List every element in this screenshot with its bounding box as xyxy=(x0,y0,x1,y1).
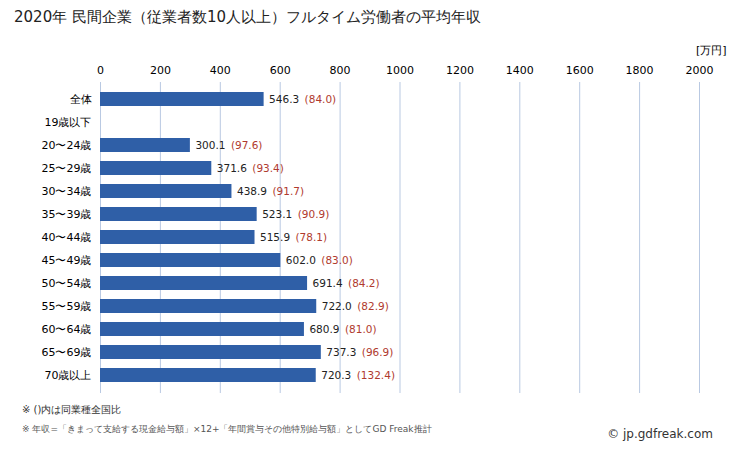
svg-text:60〜64歳: 60〜64歳 xyxy=(42,323,92,336)
svg-text:737.3: 737.3 xyxy=(326,346,356,358)
svg-text:(81.0): (81.0) xyxy=(345,323,377,335)
svg-text:(84.0): (84.0) xyxy=(305,93,337,105)
svg-text:25〜29歳: 25〜29歳 xyxy=(42,162,92,175)
svg-text:65〜69歳: 65〜69歳 xyxy=(42,346,92,359)
html-text:© jp.gdfreak.com: © jp.gdfreak.com xyxy=(607,427,713,441)
svg-text:720.3: 720.3 xyxy=(321,369,351,381)
svg-text:(97.6): (97.6) xyxy=(231,139,263,151)
svg-text:(132.4): (132.4) xyxy=(357,369,395,381)
svg-text:1400: 1400 xyxy=(506,64,534,77)
svg-text:2000: 2000 xyxy=(686,64,714,77)
svg-text:680.9: 680.9 xyxy=(309,323,339,335)
svg-text:438.9: 438.9 xyxy=(237,185,267,197)
svg-text:50〜54歳: 50〜54歳 xyxy=(42,277,92,290)
svg-text:523.1: 523.1 xyxy=(262,208,292,220)
html-text:※ ()内は同業種全国比: ※ ()内は同業種全国比 xyxy=(22,404,122,415)
svg-text:1600: 1600 xyxy=(566,64,594,77)
svg-text:35〜39歳: 35〜39歳 xyxy=(42,208,92,221)
svg-text:(91.7): (91.7) xyxy=(272,185,304,197)
svg-text:1800: 1800 xyxy=(626,64,654,77)
svg-text:1200: 1200 xyxy=(446,64,474,77)
svg-text:515.9: 515.9 xyxy=(260,231,290,243)
svg-text:(83.0): (83.0) xyxy=(321,254,353,266)
svg-text:全体: 全体 xyxy=(70,93,92,106)
svg-text:45〜49歳: 45〜49歳 xyxy=(42,254,92,267)
svg-text:371.6: 371.6 xyxy=(217,162,247,174)
svg-text:691.4: 691.4 xyxy=(313,277,343,289)
svg-text:30〜34歳: 30〜34歳 xyxy=(42,185,92,198)
svg-text:722.0: 722.0 xyxy=(322,300,352,312)
svg-text:(84.2): (84.2) xyxy=(348,277,380,289)
svg-text:(78.1): (78.1) xyxy=(296,231,328,243)
svg-text:20〜24歳: 20〜24歳 xyxy=(42,139,92,152)
svg-text:(96.9): (96.9) xyxy=(362,346,394,358)
svg-text:300.1: 300.1 xyxy=(195,139,225,151)
html-text:※ 年収=「きまって支給する現金給与額」×12+「年間賞与そ: ※ 年収=「きまって支給する現金給与額」×12+「年間賞与その他特別給与額」とし… xyxy=(22,424,432,434)
html-text:2020年 民間企業（従業者数10人以上）フルタイム労働者の: 2020年 民間企業（従業者数10人以上）フルタイム労働者の平均年収 xyxy=(14,8,481,26)
svg-text:600: 600 xyxy=(270,64,291,77)
svg-text:546.3: 546.3 xyxy=(269,93,299,105)
svg-text:0: 0 xyxy=(97,64,104,77)
svg-text:40〜44歳: 40〜44歳 xyxy=(42,231,92,244)
svg-text:800: 800 xyxy=(330,64,351,77)
svg-text:70歳以上: 70歳以上 xyxy=(45,369,92,382)
svg-text:400: 400 xyxy=(210,64,231,77)
svg-text:(93.4): (93.4) xyxy=(252,162,284,174)
svg-text:[万円]: [万円] xyxy=(696,44,727,57)
svg-text:1000: 1000 xyxy=(386,64,414,77)
svg-text:(82.9): (82.9) xyxy=(357,300,389,312)
svg-text:200: 200 xyxy=(150,64,171,77)
svg-text:55〜59歳: 55〜59歳 xyxy=(42,300,92,313)
svg-text:19歳以下: 19歳以下 xyxy=(45,116,92,129)
svg-text:602.0: 602.0 xyxy=(286,254,316,266)
svg-text:(90.9): (90.9) xyxy=(298,208,330,220)
